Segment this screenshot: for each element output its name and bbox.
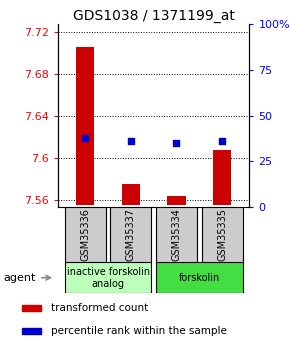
- Bar: [122, 184, 140, 205]
- Text: GSM35337: GSM35337: [126, 208, 136, 261]
- Text: GSM35334: GSM35334: [171, 208, 182, 261]
- Text: forskolin: forskolin: [179, 273, 220, 283]
- Bar: [65, 262, 151, 293]
- Text: agent: agent: [3, 273, 35, 283]
- Text: transformed count: transformed count: [51, 303, 148, 313]
- Bar: [76, 47, 95, 205]
- Point: [128, 138, 133, 144]
- Bar: [22, 328, 41, 334]
- Point: [220, 138, 224, 144]
- Text: GSM35336: GSM35336: [80, 208, 90, 261]
- Text: percentile rank within the sample: percentile rank within the sample: [51, 326, 227, 336]
- Title: GDS1038 / 1371199_at: GDS1038 / 1371199_at: [73, 9, 235, 23]
- Bar: [110, 207, 151, 262]
- Point: [83, 135, 88, 140]
- Point: [174, 140, 179, 146]
- Bar: [202, 207, 242, 262]
- Bar: [213, 150, 231, 205]
- Bar: [65, 207, 106, 262]
- Bar: [156, 207, 197, 262]
- Text: GSM35335: GSM35335: [217, 208, 227, 261]
- Bar: [156, 262, 242, 293]
- Bar: [22, 305, 41, 312]
- Bar: [167, 197, 186, 205]
- Text: inactive forskolin
analog: inactive forskolin analog: [67, 267, 150, 288]
